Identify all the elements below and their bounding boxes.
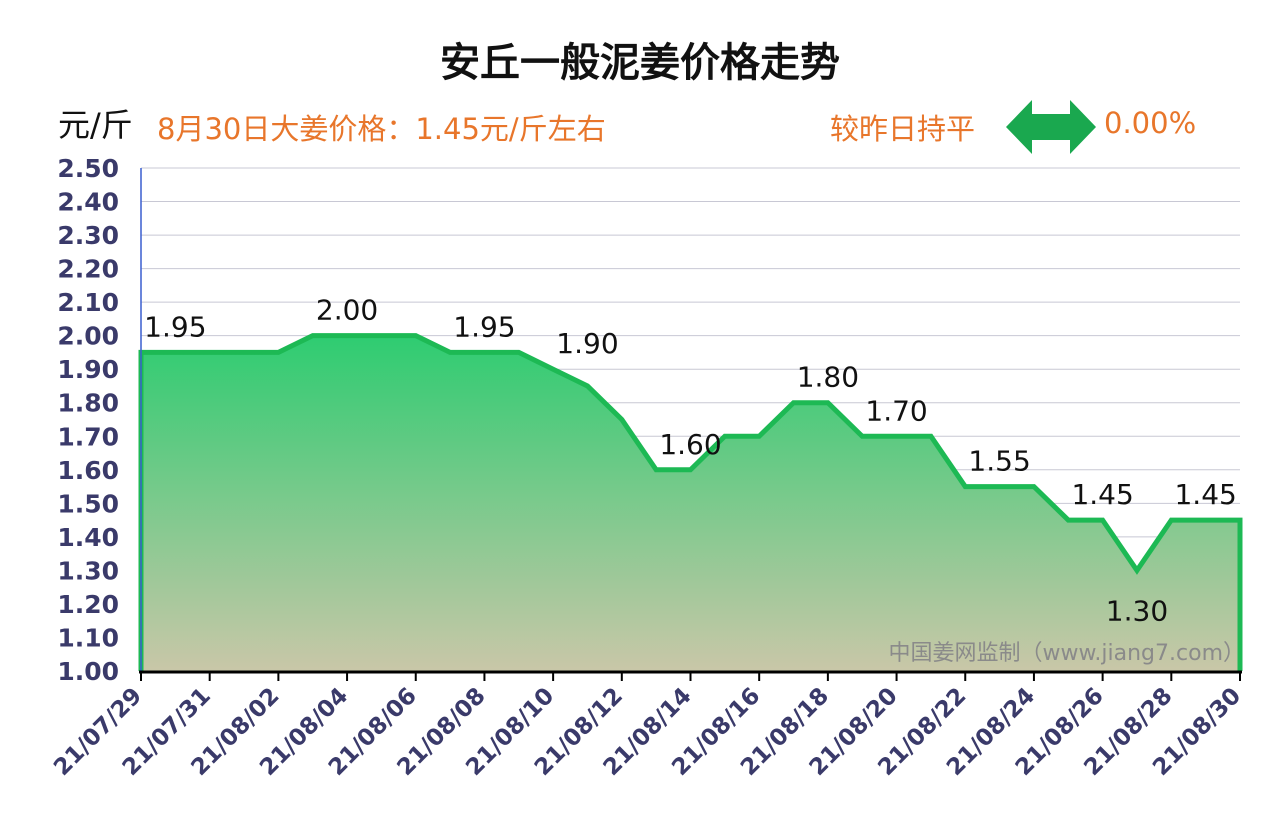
data-label: 1.45 xyxy=(1071,478,1133,511)
y-tick-label: 2.30 xyxy=(57,221,119,250)
y-tick-label: 2.20 xyxy=(57,255,119,284)
y-tick-label: 1.40 xyxy=(57,523,119,552)
data-label: 1.70 xyxy=(865,394,927,427)
chart-title: 安丘一般泥姜价格走势 xyxy=(440,40,840,86)
y-tick-label: 2.40 xyxy=(57,188,119,217)
double-arrow-icon xyxy=(1006,100,1096,158)
data-label: 1.95 xyxy=(144,310,206,343)
y-tick-label: 1.30 xyxy=(57,556,119,585)
y-tick-label: 1.50 xyxy=(57,489,119,518)
y-axis-unit: 元/斤 xyxy=(58,106,133,144)
data-label: 1.30 xyxy=(1106,594,1168,627)
data-label: 1.60 xyxy=(659,428,721,461)
y-tick-label: 2.00 xyxy=(57,322,119,351)
data-label: 2.00 xyxy=(316,294,378,327)
data-label: 1.80 xyxy=(797,361,859,394)
series-line xyxy=(138,333,1243,671)
y-tick-label: 1.70 xyxy=(57,422,119,451)
data-label: 1.95 xyxy=(453,310,515,343)
y-tick-label: 2.10 xyxy=(57,288,119,317)
y-tick-label: 1.80 xyxy=(57,389,119,418)
data-label: 1.45 xyxy=(1174,478,1236,511)
y-tick-label: 1.00 xyxy=(57,657,119,686)
data-label: 1.90 xyxy=(556,327,618,360)
watermark: 中国姜网监制（www.jiang7.com） xyxy=(888,641,1245,666)
change-percent: 0.00% xyxy=(1104,106,1197,140)
change-text: 较昨日持平 xyxy=(830,112,976,146)
price-note: 8月30日大姜价格：1.45元/斤左右 xyxy=(157,112,606,146)
y-tick-label: 1.90 xyxy=(57,355,119,384)
data-label: 1.55 xyxy=(968,445,1030,478)
y-tick-label: 1.60 xyxy=(57,456,119,485)
y-tick-label: 1.20 xyxy=(57,590,119,619)
y-tick-label: 2.50 xyxy=(57,154,119,183)
area-fill xyxy=(141,335,1240,671)
y-tick-label: 1.10 xyxy=(57,623,119,652)
